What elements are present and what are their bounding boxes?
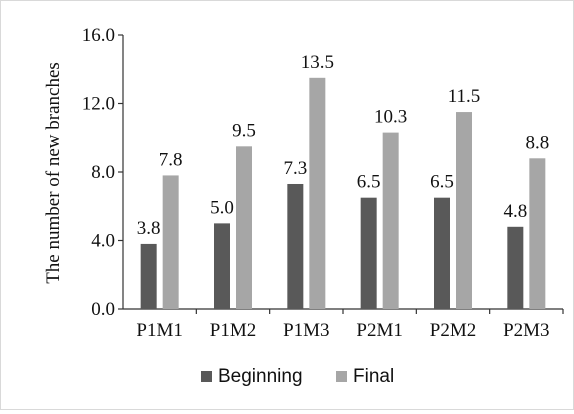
legend-label-beginning: Beginning — [218, 366, 303, 387]
x-category-label: P1M3 — [283, 320, 329, 341]
bar-beginning — [360, 197, 377, 309]
bar-beginning — [214, 223, 230, 309]
data-label: 10.3 — [374, 107, 407, 128]
data-label: 11.5 — [448, 86, 481, 107]
x-category-label: P1M1 — [136, 320, 182, 341]
bar-beginning — [507, 226, 524, 309]
y-axis-ticks: 0.0 4.0 8.0 12.0 16.0 — [82, 25, 123, 320]
bar-final — [456, 112, 472, 309]
y-axis-title: The number of new branches — [43, 62, 64, 284]
bar-beginning — [287, 183, 304, 309]
y-tick-label: 4.0 — [91, 231, 115, 252]
legend-swatch-final — [336, 371, 347, 382]
y-tick-label: 8.0 — [91, 162, 115, 183]
x-category-label: P2M3 — [503, 320, 549, 341]
x-category-label: P2M1 — [356, 320, 402, 341]
data-label: 6.5 — [430, 172, 454, 193]
bar-final — [309, 77, 326, 309]
bar-final — [382, 132, 399, 309]
data-label: 4.8 — [503, 201, 527, 222]
data-label: 7.3 — [283, 158, 307, 179]
bar-final — [236, 146, 252, 309]
data-label: 3.8 — [137, 218, 161, 239]
data-label: 8.8 — [525, 132, 549, 153]
bar-final — [162, 175, 179, 309]
x-axis-categories: P1M1 P1M2 P1M3 P2M1 P2M2 P2M3 — [136, 309, 564, 341]
legend-swatch-beginning — [201, 371, 212, 382]
x-category-label: P1M2 — [210, 320, 256, 341]
data-label: 13.5 — [301, 52, 334, 73]
data-label: 7.8 — [159, 149, 183, 170]
y-tick-label: 0.0 — [91, 299, 115, 320]
bar-beginning — [140, 243, 157, 309]
y-tick-label: 16.0 — [82, 25, 115, 46]
bars-group — [140, 77, 546, 309]
data-label: 6.5 — [357, 172, 381, 193]
x-category-label: P2M2 — [430, 320, 476, 341]
data-labels-group: 3.8 7.8 5.0 9.5 7.3 13.5 6.5 10.3 6.5 11.5 4.8 8.8 — [137, 52, 549, 239]
bar-final — [529, 158, 546, 309]
legend-label-final: Final — [353, 366, 394, 387]
bar-beginning — [434, 197, 450, 309]
legend: Beginning Final — [201, 366, 394, 387]
y-tick-label: 12.0 — [82, 94, 115, 115]
data-label: 5.0 — [210, 197, 234, 218]
data-label: 9.5 — [232, 120, 256, 141]
